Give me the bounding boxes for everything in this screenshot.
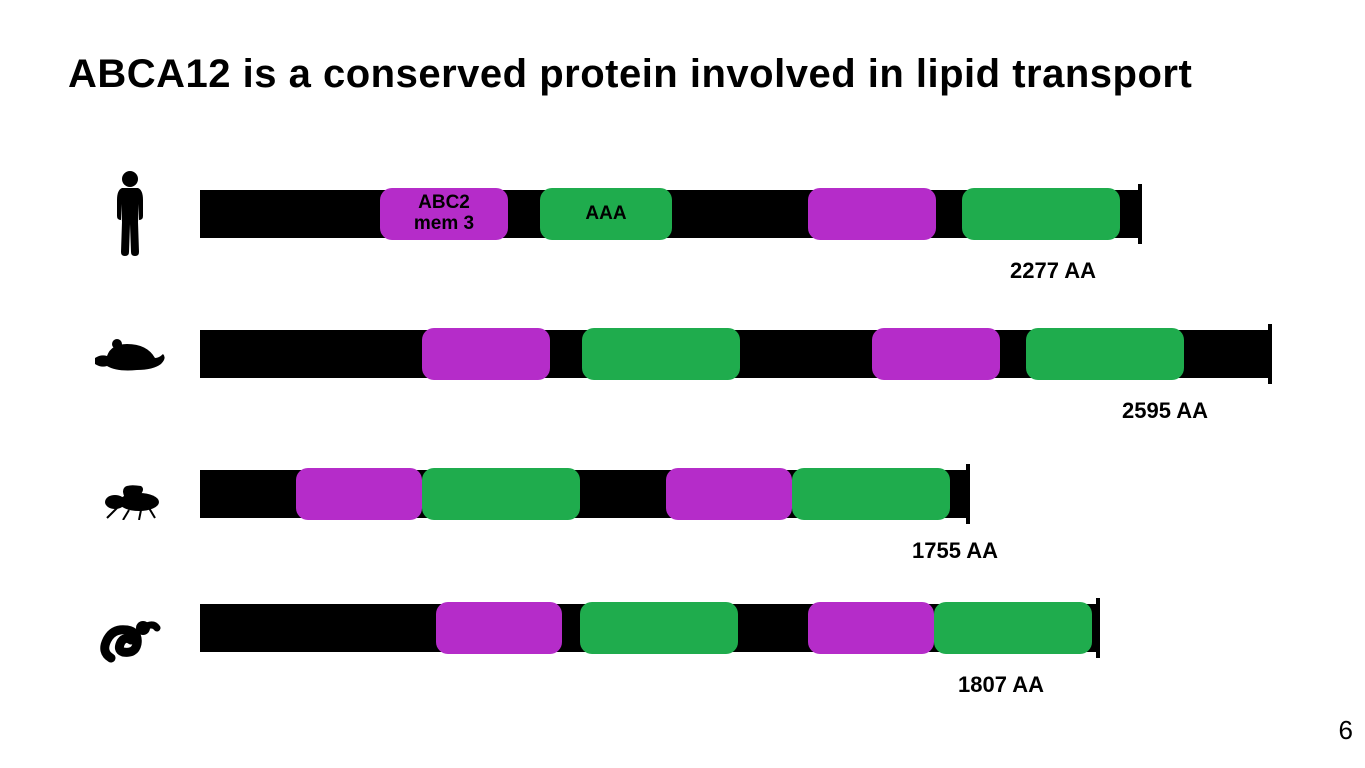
page-number: 6 <box>1339 715 1353 746</box>
protein-end-marker <box>1096 598 1100 658</box>
domain-purple <box>872 328 1000 380</box>
worm-icon <box>99 614 161 668</box>
mouse-icon <box>93 334 167 376</box>
aa-length-label: 1807 AA <box>958 672 1044 698</box>
domain-green <box>422 468 580 520</box>
protein-end-marker <box>1138 184 1142 244</box>
aa-length-label: 2277 AA <box>1010 258 1096 284</box>
domain-purple: ABC2 mem 3 <box>380 188 508 240</box>
domain-green <box>582 328 740 380</box>
protein-bar-worm <box>200 604 1100 652</box>
domain-purple <box>436 602 562 654</box>
species-icon-mouse <box>90 334 170 376</box>
protein-end-marker <box>966 464 970 524</box>
protein-bar-mouse <box>200 330 1272 378</box>
domain-label: AAA <box>585 204 626 225</box>
protein-end-marker <box>1268 324 1272 384</box>
protein-bar-human: ABC2 mem 3 AAA <box>200 190 1142 238</box>
fly-icon <box>97 480 163 520</box>
domain-green <box>962 188 1120 240</box>
species-icon-worm <box>90 614 170 668</box>
domain-purple <box>666 468 792 520</box>
domain-purple <box>422 328 550 380</box>
species-icon-human <box>90 170 170 256</box>
domain-green <box>934 602 1092 654</box>
domain-purple <box>808 188 936 240</box>
domain-purple <box>808 602 934 654</box>
domain-green <box>1026 328 1184 380</box>
domain-green <box>580 602 738 654</box>
human-icon <box>113 170 147 256</box>
domain-label: ABC2 mem 3 <box>414 193 474 235</box>
aa-length-label: 2595 AA <box>1122 398 1208 424</box>
domain-green: AAA <box>540 188 672 240</box>
aa-length-label: 1755 AA <box>912 538 998 564</box>
page-title: ABCA12 is a conserved protein involved i… <box>68 52 1192 97</box>
species-icon-fly <box>90 480 170 520</box>
domain-purple <box>296 468 422 520</box>
domain-green <box>792 468 950 520</box>
protein-bar-fly <box>200 470 970 518</box>
